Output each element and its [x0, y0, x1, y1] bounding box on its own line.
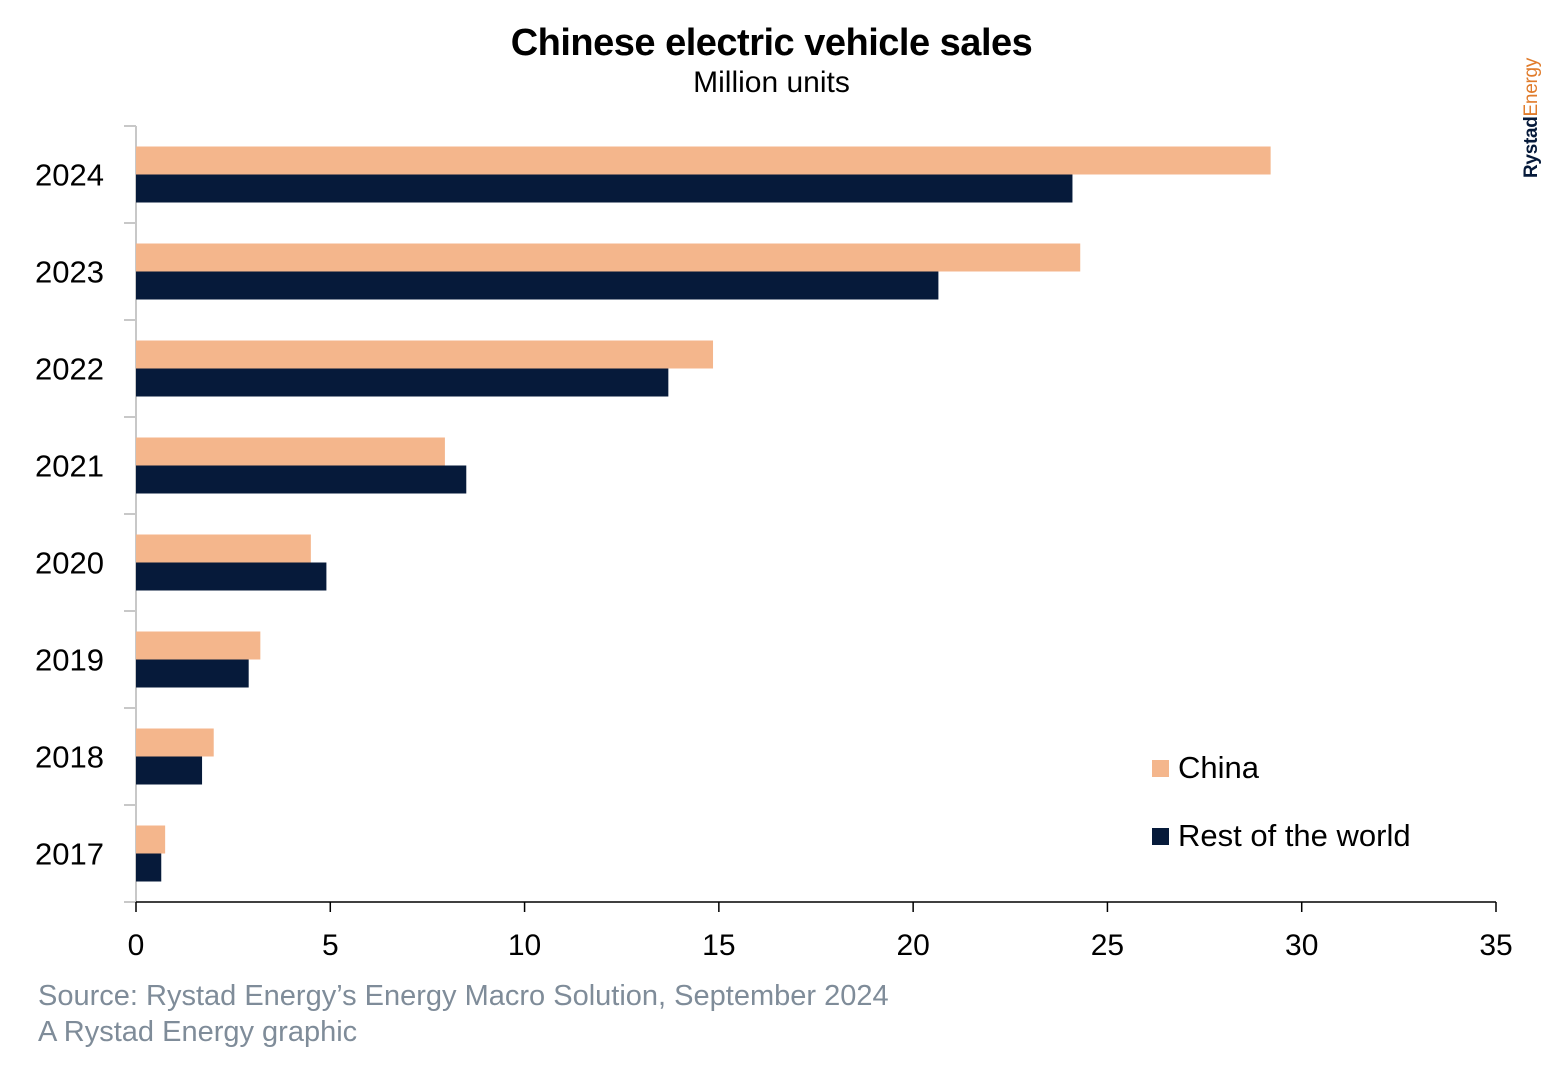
bar-rest-of-world-2023 — [136, 271, 939, 300]
bar-rest-of-world-2024 — [136, 174, 1073, 203]
legend-label-rest-of-world: Rest of the world — [1178, 818, 1411, 853]
logo-text-rystad: Rystad — [1521, 116, 1542, 178]
y-tick-label: 2024 — [35, 158, 104, 193]
svg-text:RystadEnergy: RystadEnergy — [1521, 57, 1542, 178]
y-tick-label: 2022 — [35, 352, 104, 387]
y-tick-label: 2018 — [35, 740, 104, 775]
legend-item-rest-of-world: Rest of the world — [1152, 818, 1411, 854]
source-note: Source: Rystad Energy’s Energy Macro Sol… — [38, 980, 889, 1012]
bar-china-2023 — [136, 243, 1081, 272]
rystad-energy-logo: RystadEnergy — [1521, 57, 1542, 178]
y-tick-label: 2019 — [35, 643, 104, 678]
x-tick-label: 0 — [128, 929, 145, 962]
y-tick-label: 2021 — [35, 449, 104, 484]
x-tick-label: 25 — [1091, 929, 1124, 962]
bar-china-2022 — [136, 340, 714, 369]
legend-item-china: China — [1152, 750, 1259, 786]
bar-rest-of-world-2022 — [136, 368, 669, 397]
y-tick-label: 2020 — [35, 546, 104, 581]
bar-rest-of-world-2020 — [136, 562, 327, 591]
x-tick-label: 10 — [508, 929, 541, 962]
x-tick-label: 15 — [702, 929, 735, 962]
bar-china-2019 — [136, 631, 261, 660]
x-tick-label: 35 — [1479, 929, 1512, 962]
legend-label-china: China — [1178, 750, 1259, 785]
bar-rest-of-world-2017 — [136, 853, 162, 882]
bar-china-2021 — [136, 437, 445, 466]
bar-rest-of-world-2018 — [136, 756, 203, 785]
chart-subtitle: Million units — [693, 66, 850, 99]
legend-swatch-rest-of-world — [1152, 827, 1169, 845]
bar-rest-of-world-2021 — [136, 465, 467, 494]
bar-china-2020 — [136, 534, 311, 563]
x-tick-label: 5 — [322, 929, 339, 962]
bar-china-2024 — [136, 146, 1271, 175]
y-tick-label: 2023 — [35, 255, 104, 290]
bar-rest-of-world-2019 — [136, 659, 249, 688]
chart-title: Chinese electric vehicle sales — [510, 22, 1033, 64]
legend-swatch-china — [1152, 759, 1169, 777]
logo-text-energy: Energy — [1521, 57, 1542, 116]
x-tick-label: 20 — [896, 929, 929, 962]
bar-china-2017 — [136, 825, 166, 854]
y-tick-label: 2017 — [35, 837, 104, 872]
x-tick-label: 30 — [1285, 929, 1318, 962]
credit-note: A Rystad Energy graphic — [38, 1016, 358, 1048]
bar-china-2018 — [136, 728, 214, 757]
